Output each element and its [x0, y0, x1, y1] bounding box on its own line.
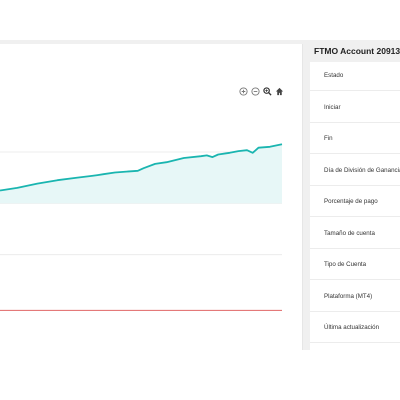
- detail-label: Tipo de Cuenta: [324, 261, 367, 268]
- chart-toolbar: [239, 87, 284, 96]
- detail-label: Estado: [324, 72, 344, 79]
- detail-row: Tamaño de cuenta: [310, 220, 400, 249]
- detail-row: Porcentaje de pago: [310, 188, 400, 217]
- series-line: [0, 143, 283, 192]
- magnify-icon[interactable]: [263, 87, 272, 96]
- detail-row: Tipo de Cuenta: [310, 251, 400, 280]
- detail-row: Iniciar: [310, 94, 400, 123]
- detail-row: Fin: [310, 125, 400, 154]
- detail-row: Plataforma (MT4): [310, 283, 400, 312]
- equity-chart-card: 04737099461182Número de trades: [0, 44, 303, 350]
- home-icon[interactable]: [275, 87, 284, 96]
- account-title: FTMO Account 209135: [314, 46, 400, 56]
- detail-label: Día de División de Ganancias: [324, 166, 400, 174]
- detail-label: Plataforma (MT4): [324, 292, 373, 300]
- account-details-list: Estado Iniciar Fin Día de División de Ganan…: [310, 62, 400, 350]
- detail-label: Iniciar: [324, 103, 341, 111]
- detail-row: Última actualización: [310, 314, 400, 343]
- detail-label: Fin: [324, 135, 333, 142]
- series-area-fill: [0, 144, 282, 204]
- zoom-in-icon[interactable]: [239, 87, 248, 96]
- zoom-out-icon[interactable]: [251, 87, 260, 96]
- equity-line-chart: 04737099461182Número de trades: [0, 143, 283, 311]
- detail-label: Porcentaje de pago: [324, 198, 378, 205]
- detail-label: Última actualización: [324, 324, 380, 331]
- account-side-panel: FTMO Account 209135 Estado Iniciar Fin Día …: [310, 40, 400, 350]
- detail-row: Estado: [310, 62, 400, 91]
- detail-label: Tamaño de cuenta: [324, 229, 375, 237]
- detail-row: Día de División de Ganancias: [310, 157, 400, 186]
